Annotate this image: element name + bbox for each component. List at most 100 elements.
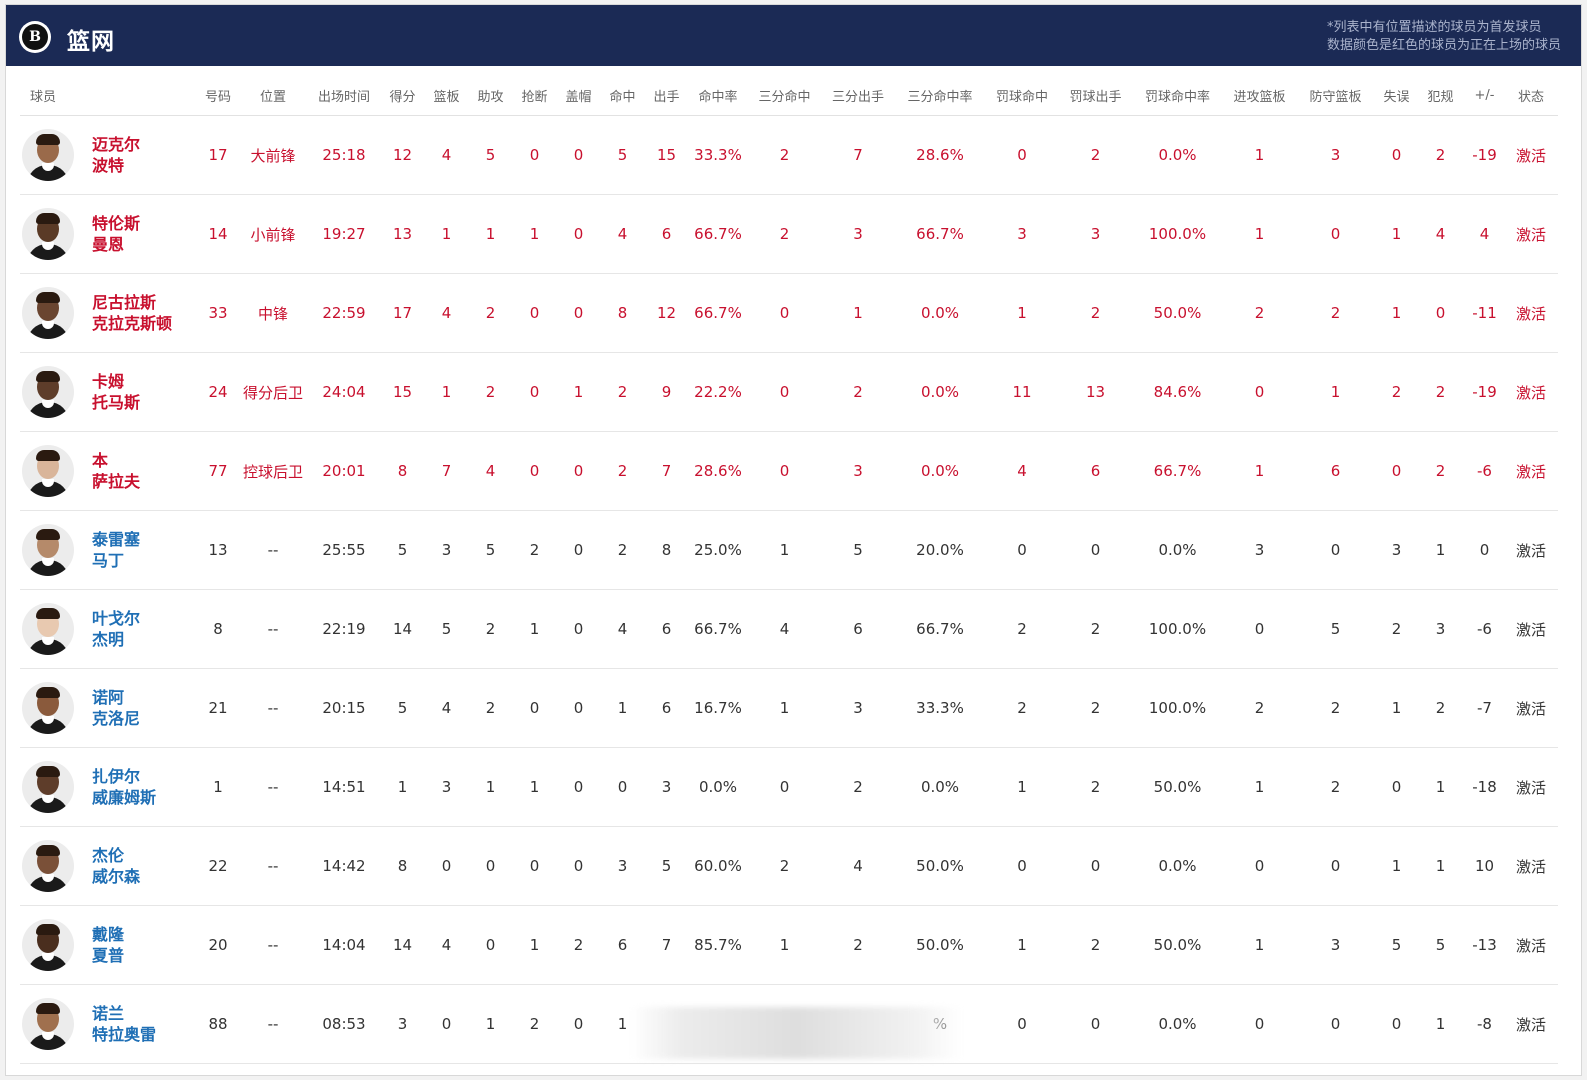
player-avatar[interactable] [22,445,74,497]
player-info[interactable]: 本萨拉夫 [20,445,195,497]
player-avatar[interactable] [22,603,74,655]
player-avatar[interactable] [22,366,74,418]
player-row[interactable]: 迈克尔 波特 17 大前锋 25:18 12 4 5 0 0 5 15 33.3% 2 7 28.6% 0 2 0.… [20,115,1558,195]
player-avatar[interactable] [22,840,74,892]
stat-cell: 5 [647,826,686,906]
player-name[interactable]: 诺阿 克洛尼 [92,687,140,729]
stat-cell: 50.0% [1130,905,1225,985]
player-avatar[interactable] [22,524,74,576]
player-info[interactable]: 叶戈尔 杰明 [20,603,195,655]
player-row[interactable]: 叶戈尔 杰明 8 -- 22:19 14 5 2 1 0 4 6 66.7% 4 6 66.7% 2 2 100.0… [20,589,1558,669]
player-cell[interactable]: 泰雷塞 马丁 [20,510,195,590]
player-cell[interactable]: 戴隆 夏普 [20,905,195,985]
column-header[interactable]: 失误 [1377,75,1416,116]
stat-cell: 1 [510,747,559,827]
player-row[interactable]: 扎伊尔 威廉姆斯 1 -- 14:51 1 3 1 1 0 0 3 0.0% 0 2 0.0% 1 2 50.0% 1… [20,747,1558,827]
column-header[interactable]: 罚球出手 [1061,75,1130,116]
player-row[interactable]: 诺阿 克洛尼 21 -- 20:15 5 4 2 0 0 1 6 16.7% 1 3 33.3% 2 2 100.0… [20,668,1558,748]
column-header[interactable]: 位置 [241,75,305,116]
player-name-line1: 诺阿 [92,688,125,707]
player-name[interactable]: 迈克尔 波特 [92,134,140,176]
column-header[interactable]: 防守篮板 [1294,75,1377,116]
player-row[interactable]: 戴隆 夏普 20 -- 14:04 14 4 0 1 2 6 7 85.7% 1 2 50.0% 1 2 50.0%… [20,905,1558,985]
player-info[interactable]: 扎伊尔 威廉姆斯 [20,761,195,813]
player-info[interactable]: 戴隆 夏普 [20,919,195,971]
stat-cell: 得分后卫 [241,352,305,432]
player-cell[interactable]: 尼古拉斯 克拉克斯顿 [20,273,195,353]
column-header[interactable]: 盖帽 [559,75,598,116]
player-info[interactable]: 诺兰 特拉奥雷 [20,998,195,1050]
player-avatar[interactable] [22,761,74,813]
column-header[interactable]: 出场时间 [305,75,383,116]
player-avatar[interactable] [22,682,74,734]
player-cell[interactable]: 扎伊尔 威廉姆斯 [20,747,195,827]
player-cell[interactable]: 迈克尔 波特 [20,115,195,195]
stat-cell: 7 [819,115,897,195]
player-cell[interactable]: 本萨拉夫 [20,431,195,511]
player-cell[interactable]: 诺阿 克洛尼 [20,668,195,748]
column-header[interactable]: 号码 [195,75,241,116]
stat-cell: 0 [750,352,819,432]
player-info[interactable]: 诺阿 克洛尼 [20,682,195,734]
player-name[interactable]: 本萨拉夫 [92,450,140,492]
player-name[interactable]: 扎伊尔 威廉姆斯 [92,766,156,808]
player-info[interactable]: 尼古拉斯 克拉克斯顿 [20,287,195,339]
player-row[interactable]: 本萨拉夫 77 控球后卫 20:01 8 7 4 0 0 2 7 28.6% 0 3 0.0% 4 6 66.7%… [20,431,1558,511]
player-avatar[interactable] [22,208,74,260]
player-name[interactable]: 特伦斯 曼恩 [92,213,140,255]
column-header[interactable]: 得分 [383,75,422,116]
column-header[interactable]: 命中率 [686,75,750,116]
player-info[interactable]: 卡姆 托马斯 [20,366,195,418]
stat-cell: 0 [471,905,510,985]
stat-cell: 0 [983,510,1061,590]
player-name[interactable]: 叶戈尔 杰明 [92,608,140,650]
column-header[interactable]: 三分命中 [750,75,819,116]
column-header[interactable]: 罚球命中率 [1130,75,1225,116]
player-avatar[interactable] [22,287,74,339]
player-name[interactable]: 尼古拉斯 克拉克斯顿 [92,292,172,334]
player-info[interactable]: 泰雷塞 马丁 [20,524,195,576]
column-header[interactable]: 篮板 [422,75,471,116]
player-row[interactable]: 杰伦 威尔森 22 -- 14:42 8 0 0 0 0 3 5 60.0% 2 4 50.0% 0 0 0.0% 0… [20,826,1558,906]
stat-cell: -19 [1465,352,1504,432]
player-cell[interactable]: 诺兰 特拉奥雷 [20,984,195,1064]
player-cell[interactable]: 特伦斯 曼恩 [20,194,195,274]
stat-cell: 5 [471,510,510,590]
avatar-jersey [27,797,69,813]
player-row[interactable]: 特伦斯 曼恩 14 小前锋 19:27 13 1 1 1 0 4 6 66.7% 2 3 66.7% 3 3 100… [20,194,1558,274]
stat-cell: 2 [1061,668,1130,748]
player-name[interactable]: 泰雷塞 马丁 [92,529,140,571]
column-header[interactable]: 出手 [647,75,686,116]
player-avatar[interactable] [22,919,74,971]
player-name[interactable]: 杰伦 威尔森 [92,845,140,887]
player-avatar[interactable] [22,129,74,181]
player-row[interactable]: 卡姆 托马斯 24 得分后卫 24:04 15 1 2 0 1 2 9 22.2% 0 2 0.0% 11 13 8… [20,352,1558,432]
player-row[interactable]: 泰雷塞 马丁 13 -- 25:55 5 3 5 2 0 2 8 25.0% 1 5 20.0% 0 0 0.0% 3… [20,510,1558,590]
player-info[interactable]: 杰伦 威尔森 [20,840,195,892]
column-header[interactable]: 状态 [1504,75,1558,116]
player-name[interactable]: 戴隆 夏普 [92,924,124,966]
stat-cell: 22:59 [305,273,383,353]
player-info[interactable]: 迈克尔 波特 [20,129,195,181]
column-header[interactable]: 抢断 [510,75,559,116]
column-header[interactable]: 命中 [598,75,647,116]
player-cell[interactable]: 卡姆 托马斯 [20,352,195,432]
stat-cell: 1 [1377,826,1416,906]
player-cell[interactable]: 杰伦 威尔森 [20,826,195,906]
obscured-overlay [631,1007,961,1059]
column-header[interactable]: 罚球命中 [983,75,1061,116]
column-header[interactable]: 助攻 [471,75,510,116]
player-name[interactable]: 卡姆 托马斯 [92,371,140,413]
column-header[interactable]: +/- [1465,75,1504,116]
player-info[interactable]: 特伦斯 曼恩 [20,208,195,260]
column-header[interactable]: 三分出手 [819,75,897,116]
stat-cell: 33.3% [686,115,750,195]
player-name[interactable]: 诺兰 特拉奥雷 [92,1003,156,1045]
column-header[interactable]: 犯规 [1416,75,1465,116]
player-avatar[interactable] [22,998,74,1050]
player-cell[interactable]: 叶戈尔 杰明 [20,589,195,669]
column-header[interactable]: 球员 [20,75,195,116]
player-row[interactable]: 尼古拉斯 克拉克斯顿 33 中锋 22:59 17 4 2 0 0 8 12 66.7% 0 1 0.0% 1 2… [20,273,1558,353]
column-header[interactable]: 三分命中率 [897,75,983,116]
column-header[interactable]: 进攻篮板 [1225,75,1294,116]
